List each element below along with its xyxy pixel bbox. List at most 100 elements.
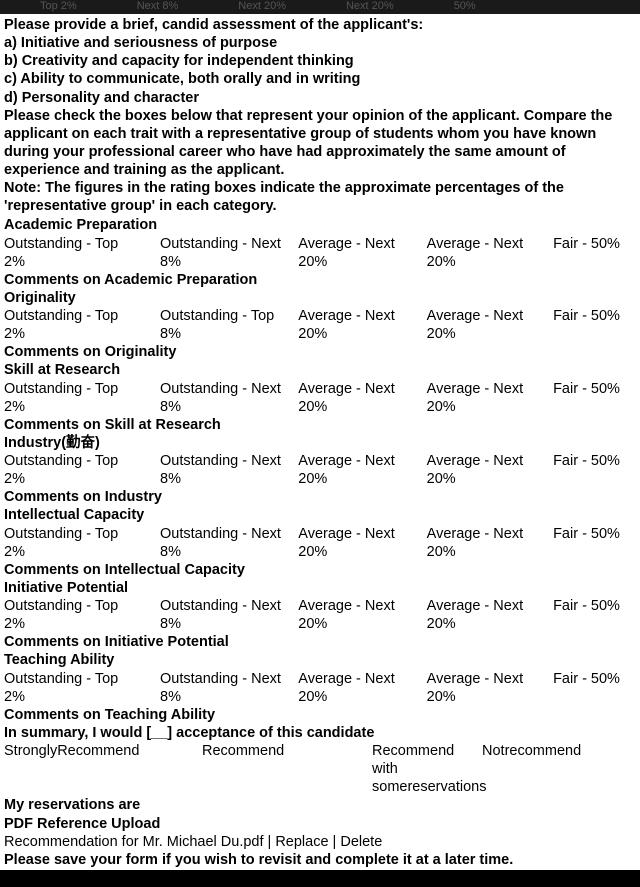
- rating-pct: 2%: [4, 688, 160, 706]
- replace-link[interactable]: Replace: [275, 834, 328, 850]
- rating-pct: 20%: [427, 470, 553, 488]
- compare-2: applicant on each trait with a represent…: [4, 125, 636, 143]
- rating-row-initiative: Outstanding - Top2% Outstanding - Next8%…: [4, 597, 636, 633]
- rating-pct: 20%: [298, 615, 426, 633]
- compare-1: Please check the boxes below that repres…: [4, 107, 636, 125]
- summary-prompt: In summary, I would [__] acceptance of t…: [4, 724, 636, 742]
- rating-opt[interactable]: Fair - 50%: [553, 670, 636, 688]
- rating-opt[interactable]: Average - Next: [427, 235, 553, 253]
- rating-pct: 8%: [160, 253, 298, 271]
- rating-pct: 8%: [160, 325, 298, 343]
- upload-line: Recommendation for Mr. Michael Du.pdf | …: [4, 833, 636, 851]
- rating-pct: 20%: [427, 688, 553, 706]
- rating-opt[interactable]: Average - Next: [427, 670, 553, 688]
- rating-opt[interactable]: Fair - 50%: [553, 525, 636, 543]
- rating-pct: 20%: [298, 688, 426, 706]
- summary-opt[interactable]: Strongly: [4, 743, 57, 759]
- section-title-teaching: Teaching Ability: [4, 651, 636, 669]
- rating-row-originality: Outstanding - Top2% Outstanding - Top8% …: [4, 307, 636, 343]
- comments-industry: Comments on Industry: [4, 488, 636, 506]
- rating-opt[interactable]: Outstanding - Next: [160, 525, 298, 543]
- summary-opt-l2: reservations: [407, 779, 486, 795]
- rating-pct: 8%: [160, 543, 298, 561]
- rating-opt[interactable]: Average - Next: [298, 452, 426, 470]
- rating-pct: 20%: [298, 253, 426, 271]
- sep: |: [329, 834, 341, 850]
- summary-opt[interactable]: Not: [482, 743, 505, 759]
- strip-item: Next 8%: [137, 0, 179, 14]
- rating-opt[interactable]: Outstanding - Next: [160, 670, 298, 688]
- rating-row-industry: Outstanding - Top2% Outstanding - Next8%…: [4, 452, 636, 488]
- rating-opt[interactable]: Outstanding - Next: [160, 380, 298, 398]
- rating-opt[interactable]: Average - Next 20%: [427, 307, 553, 343]
- rating-opt[interactable]: Average - Next: [427, 597, 553, 615]
- intro-a: a) Initiative and seriousness of purpose: [4, 34, 636, 52]
- rating-pct: 8%: [160, 688, 298, 706]
- rating-opt[interactable]: Outstanding - Next: [160, 235, 298, 253]
- section-title-initiative: Initiative Potential: [4, 579, 636, 597]
- rating-row-research: Outstanding - Top2% Outstanding - Next8%…: [4, 380, 636, 416]
- rating-opt[interactable]: Outstanding - Top: [4, 670, 160, 688]
- section-title-research: Skill at Research: [4, 361, 636, 379]
- rating-opt[interactable]: Average - Next: [298, 380, 426, 398]
- rating-opt[interactable]: Outstanding - Top: [4, 452, 160, 470]
- comments-intellectual: Comments on Intellectual Capacity: [4, 561, 636, 579]
- rating-opt[interactable]: Average - Next: [427, 380, 553, 398]
- rating-pct: 8%: [160, 470, 298, 488]
- comments-teaching: Comments on Teaching Ability: [4, 706, 636, 724]
- sep: |: [264, 834, 276, 850]
- rating-opt[interactable]: Fair - 50%: [553, 597, 636, 615]
- rating-pct: 8%: [160, 615, 298, 633]
- rating-opt[interactable]: Average - Next: [298, 670, 426, 688]
- summary-opt-l2: recommend: [505, 743, 582, 759]
- rating-opt[interactable]: Average - Next: [427, 525, 553, 543]
- rating-row-teaching: Outstanding - Top2% Outstanding - Next8%…: [4, 670, 636, 706]
- rating-pct: 20%: [427, 543, 553, 561]
- rating-opt[interactable]: Outstanding - Top: [4, 235, 160, 253]
- rating-opt[interactable]: Average - Next: [427, 452, 553, 470]
- rating-pct: 8%: [160, 398, 298, 416]
- note-2: 'representative group' in each category.: [4, 197, 636, 215]
- rating-pct: 20%: [427, 398, 553, 416]
- rating-opt[interactable]: Outstanding - Top: [4, 525, 160, 543]
- section-title-intellectual: Intellectual Capacity: [4, 506, 636, 524]
- uploaded-file: Recommendation for Mr. Michael Du.pdf: [4, 834, 264, 850]
- rating-opt[interactable]: Fair - 50%: [553, 307, 636, 325]
- summary-opt[interactable]: Recommend: [202, 743, 284, 759]
- rating-pct: 20%: [298, 398, 426, 416]
- rating-opt[interactable]: Outstanding - Top: [4, 307, 160, 325]
- rating-opt[interactable]: Fair - 50%: [553, 235, 636, 253]
- rating-opt[interactable]: Average - Next: [298, 597, 426, 615]
- rating-opt[interactable]: Outstanding - Next: [160, 452, 298, 470]
- summary-options: StronglyRecommend Recommend Recommend wi…: [4, 742, 636, 796]
- summary-opt-l2: Recommend: [57, 743, 139, 759]
- section-title-industry: Industry(勤奋): [4, 434, 636, 452]
- rating-opt[interactable]: Outstanding - Top: [4, 597, 160, 615]
- rating-pct: 20%: [427, 615, 553, 633]
- rating-pct: 2%: [4, 325, 160, 343]
- reservations-label: My reservations are: [4, 796, 636, 814]
- rating-opt[interactable]: Fair - 50%: [553, 380, 636, 398]
- rating-pct: 2%: [4, 543, 160, 561]
- rating-pct: 20%: [427, 253, 553, 271]
- rating-row-intellectual: Outstanding - Top2% Outstanding - Next8%…: [4, 525, 636, 561]
- delete-link[interactable]: Delete: [340, 834, 382, 850]
- rating-opt[interactable]: Outstanding - Next: [160, 597, 298, 615]
- intro-d: d) Personality and character: [4, 89, 636, 107]
- rating-opt[interactable]: Outstanding - Top: [160, 307, 298, 325]
- rating-opt[interactable]: Fair - 50%: [553, 452, 636, 470]
- intro-c: c) Ability to communicate, both orally a…: [4, 70, 636, 88]
- section-title-academic: Academic Preparation: [4, 216, 636, 234]
- rating-opt[interactable]: Outstanding - Top: [4, 380, 160, 398]
- comments-originality: Comments on Originality: [4, 343, 636, 361]
- comments-academic: Comments on Academic Preparation: [4, 271, 636, 289]
- rating-opt[interactable]: Average - Next: [298, 235, 426, 253]
- rating-pct: 20%: [298, 470, 426, 488]
- footer-line-1: Please save your form if you wish to rev…: [4, 851, 636, 869]
- rating-pct: 2%: [4, 615, 160, 633]
- rating-pct: 20%: [298, 543, 426, 561]
- comments-initiative: Comments on Initiative Potential: [4, 633, 636, 651]
- rating-opt[interactable]: Average - Next: [298, 525, 426, 543]
- section-title-originality: Originality: [4, 289, 636, 307]
- rating-opt[interactable]: Average - Next 20%: [298, 307, 426, 343]
